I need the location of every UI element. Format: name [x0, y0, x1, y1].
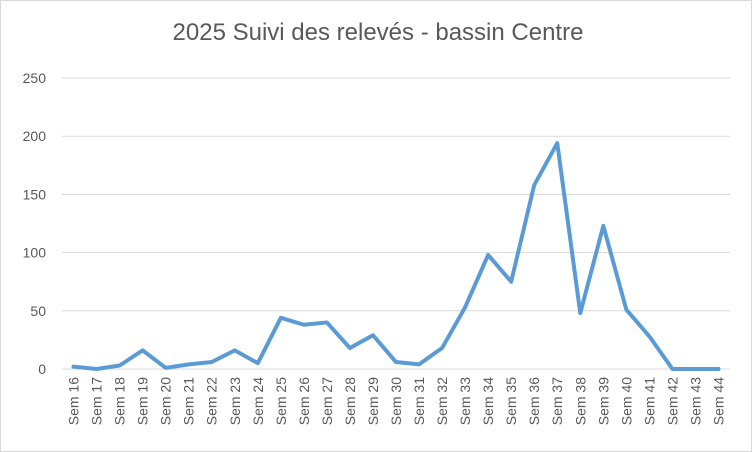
x-tick-label: Sem 17	[89, 377, 105, 425]
x-tick-label: Sem 28	[342, 377, 358, 425]
x-tick-label: Sem 19	[135, 377, 151, 425]
y-tick-label: 100	[23, 245, 47, 261]
x-tick-label: Sem 20	[158, 377, 174, 425]
x-tick-label: Sem 29	[365, 377, 381, 425]
x-tick-label: Sem 33	[457, 377, 473, 425]
y-tick-label: 250	[23, 70, 47, 86]
y-tick-label: 150	[23, 186, 47, 202]
x-tick-label: Sem 32	[434, 377, 450, 425]
x-tick-label: Sem 27	[319, 377, 335, 425]
x-tick-label: Sem 25	[273, 377, 289, 425]
x-tick-label: Sem 42	[664, 377, 680, 425]
y-tick-label: 50	[30, 303, 46, 319]
x-tick-label: Sem 41	[641, 377, 657, 425]
x-tick-label: Sem 43	[687, 377, 703, 425]
chart-title: 2025 Suivi des relevés - bassin Centre	[173, 19, 584, 46]
x-tick-label: Sem 37	[549, 377, 565, 425]
y-tick-label: 200	[23, 128, 47, 144]
x-tick-label: Sem 22	[204, 377, 220, 425]
x-tick-label: Sem 34	[480, 377, 496, 425]
x-tick-label: Sem 23	[227, 377, 243, 425]
x-tick-label: Sem 24	[250, 377, 266, 425]
y-tick-label: 0	[38, 361, 46, 377]
x-tick-label: Sem 18	[112, 377, 128, 425]
x-tick-label: Sem 21	[181, 377, 197, 425]
x-tick-label: Sem 44	[710, 377, 726, 425]
x-tick-label: Sem 16	[66, 377, 82, 425]
line-series	[71, 141, 721, 371]
x-tick-label: Sem 39	[595, 377, 611, 425]
x-tick-label: Sem 30	[388, 377, 404, 425]
x-tick-label: Sem 26	[296, 377, 312, 425]
x-tick-label: Sem 35	[503, 377, 519, 425]
x-tick-label: Sem 36	[526, 377, 542, 425]
x-tick-label: Sem 31	[411, 377, 427, 425]
x-tick-label: Sem 40	[618, 377, 634, 425]
x-tick-label: Sem 38	[572, 377, 588, 425]
